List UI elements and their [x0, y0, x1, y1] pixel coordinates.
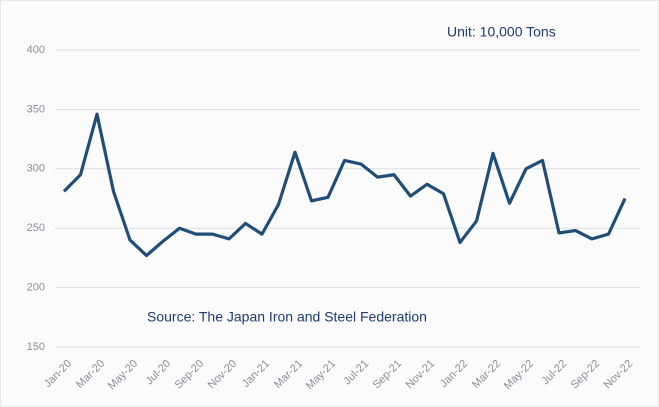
y-tick-label: 400	[27, 44, 45, 56]
y-tick-label: 250	[27, 222, 45, 234]
source-note: Source: The Japan Iron and Steel Federat…	[147, 309, 427, 325]
y-tick-label: 200	[27, 282, 45, 294]
y-tick-label: 150	[27, 341, 45, 353]
unit-note: Unit: 10,000 Tons	[447, 24, 556, 40]
y-tick-label: 350	[27, 103, 45, 115]
y-tick-label: 300	[27, 163, 45, 175]
data-line	[62, 112, 627, 258]
